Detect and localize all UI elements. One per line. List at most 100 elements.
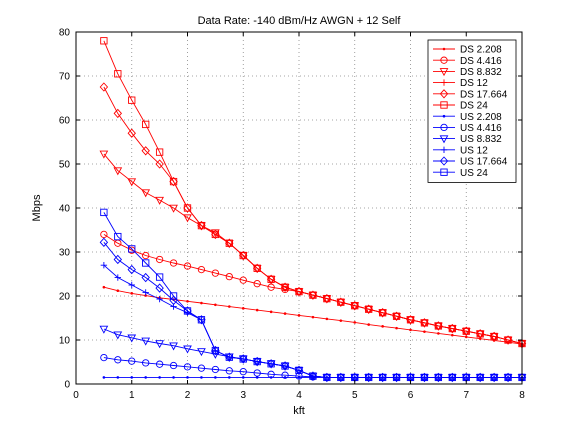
data-point bbox=[281, 371, 289, 379]
data-point bbox=[113, 331, 123, 340]
legend-marker bbox=[440, 79, 448, 86]
data-point bbox=[448, 324, 456, 333]
data-point bbox=[225, 367, 233, 375]
legend-label: DS 8.832 bbox=[460, 67, 502, 78]
data-point bbox=[155, 340, 164, 349]
legend-entry: DS 2.208 bbox=[433, 45, 502, 56]
data-point bbox=[155, 196, 164, 205]
data-point bbox=[155, 159, 164, 169]
data-point bbox=[253, 369, 261, 377]
data-point bbox=[169, 204, 178, 213]
data-point bbox=[99, 150, 109, 159]
data-point bbox=[475, 372, 485, 383]
data-point bbox=[434, 372, 443, 383]
data-point bbox=[490, 373, 498, 382]
data-point bbox=[280, 361, 290, 371]
x-tick-label: 2 bbox=[185, 390, 191, 401]
data-point bbox=[228, 376, 231, 379]
legend-label: DS 2.208 bbox=[460, 45, 502, 56]
legend-marker bbox=[440, 101, 448, 109]
data-point bbox=[381, 325, 384, 328]
data-point bbox=[267, 360, 275, 368]
x-tick-label: 8 bbox=[519, 390, 525, 401]
data-point bbox=[308, 290, 318, 300]
data-point bbox=[267, 370, 275, 378]
data-point bbox=[437, 332, 440, 335]
data-point bbox=[392, 372, 401, 383]
legend-marker bbox=[440, 123, 448, 132]
data-point bbox=[365, 305, 373, 313]
legend-label: US 12 bbox=[460, 145, 488, 156]
data-point bbox=[197, 364, 206, 372]
data-point bbox=[337, 373, 345, 382]
x-tick-label: 4 bbox=[296, 390, 302, 401]
data-point bbox=[142, 251, 150, 260]
data-point bbox=[351, 302, 359, 310]
data-point bbox=[169, 177, 178, 186]
data-point bbox=[200, 301, 203, 305]
data-point bbox=[114, 274, 122, 281]
data-point bbox=[211, 346, 220, 355]
data-point bbox=[114, 70, 122, 78]
data-point bbox=[323, 373, 331, 382]
y-tick-label: 50 bbox=[59, 160, 71, 171]
data-point bbox=[255, 376, 259, 379]
data-point bbox=[420, 373, 429, 382]
data-point bbox=[295, 287, 303, 296]
legend-marker bbox=[439, 68, 449, 77]
data-point bbox=[183, 214, 192, 223]
data-point bbox=[130, 292, 134, 295]
data-point bbox=[100, 37, 108, 45]
data-point bbox=[392, 312, 401, 320]
data-point bbox=[141, 146, 150, 156]
data-point bbox=[255, 308, 259, 312]
data-point bbox=[490, 332, 498, 341]
data-point bbox=[311, 315, 315, 319]
data-point bbox=[322, 372, 332, 383]
data-point bbox=[127, 264, 136, 275]
legend-marker bbox=[442, 114, 446, 118]
data-point bbox=[253, 280, 261, 288]
data-point bbox=[99, 237, 109, 247]
data-point bbox=[169, 361, 178, 370]
data-point bbox=[350, 301, 359, 311]
data-point bbox=[211, 365, 220, 374]
data-point bbox=[504, 336, 512, 344]
data-point bbox=[128, 245, 136, 253]
data-point bbox=[127, 334, 137, 343]
data-point bbox=[100, 208, 108, 217]
legend-label: DS 17.664 bbox=[460, 89, 508, 100]
data-point bbox=[183, 204, 192, 212]
data-point bbox=[156, 295, 163, 303]
data-point bbox=[197, 221, 206, 230]
data-point bbox=[364, 304, 373, 314]
data-point bbox=[211, 269, 220, 277]
data-point bbox=[239, 251, 247, 260]
data-point bbox=[283, 312, 287, 315]
data-point bbox=[252, 356, 262, 367]
legend-marker bbox=[440, 168, 448, 176]
data-point bbox=[225, 353, 233, 361]
data-point bbox=[337, 298, 345, 306]
data-point bbox=[503, 372, 513, 383]
data-point bbox=[309, 291, 317, 299]
legend-entry: DS 17.664 bbox=[433, 89, 508, 100]
legend-entry: US 8.832 bbox=[433, 134, 502, 145]
data-point bbox=[142, 259, 150, 267]
data-point bbox=[128, 357, 136, 365]
data-point bbox=[295, 366, 303, 375]
legend-entry: DS 24 bbox=[433, 101, 488, 112]
data-point bbox=[478, 337, 482, 340]
data-point bbox=[353, 321, 357, 324]
data-point bbox=[225, 272, 233, 281]
series-ds-24 bbox=[100, 37, 526, 348]
data-point bbox=[406, 316, 415, 324]
data-point bbox=[503, 335, 513, 345]
data-point bbox=[144, 376, 147, 379]
legend-entry: US 2.208 bbox=[433, 112, 502, 123]
legend-label: US 24 bbox=[460, 168, 488, 179]
y-tick-label: 0 bbox=[64, 380, 70, 391]
data-point bbox=[241, 307, 245, 310]
y-tick-label: 20 bbox=[59, 292, 71, 303]
